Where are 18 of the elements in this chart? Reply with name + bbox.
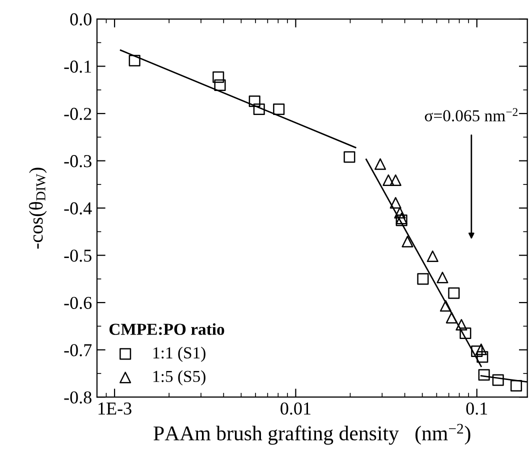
annotation: σ=0.065 nm$^{−2}$ xyxy=(424,108,518,122)
y-tick-label: 0.0 xyxy=(70,13,92,26)
y-tick-label: -0.4 xyxy=(64,202,92,215)
y-tick-label: -0.1 xyxy=(64,60,92,73)
x-tick-label: 0.1 xyxy=(466,402,488,415)
x-axis-title: PAAm brush grafting density (nm$^{−2}$) xyxy=(154,424,470,445)
x-tick-label: 0.01 xyxy=(280,402,310,415)
y-axis-title: -cos(θ$_{DIW}$) xyxy=(28,168,47,249)
y-tick-label: -0.2 xyxy=(64,108,92,120)
legend-title: CMPE:PO ratio xyxy=(109,323,224,336)
y-tick-label: -0.3 xyxy=(64,155,92,168)
y-tick-label: -0.5 xyxy=(64,250,92,262)
y-tick-label: -0.6 xyxy=(64,296,92,310)
y-tick-label: -0.8 xyxy=(64,391,92,404)
x-tick-label: 1E-3 xyxy=(98,402,132,415)
legend-label: 1:5 (S5) xyxy=(153,370,206,386)
y-tick-label: -0.7 xyxy=(64,344,92,356)
legend-label: 1:1 (S1) xyxy=(153,346,206,362)
